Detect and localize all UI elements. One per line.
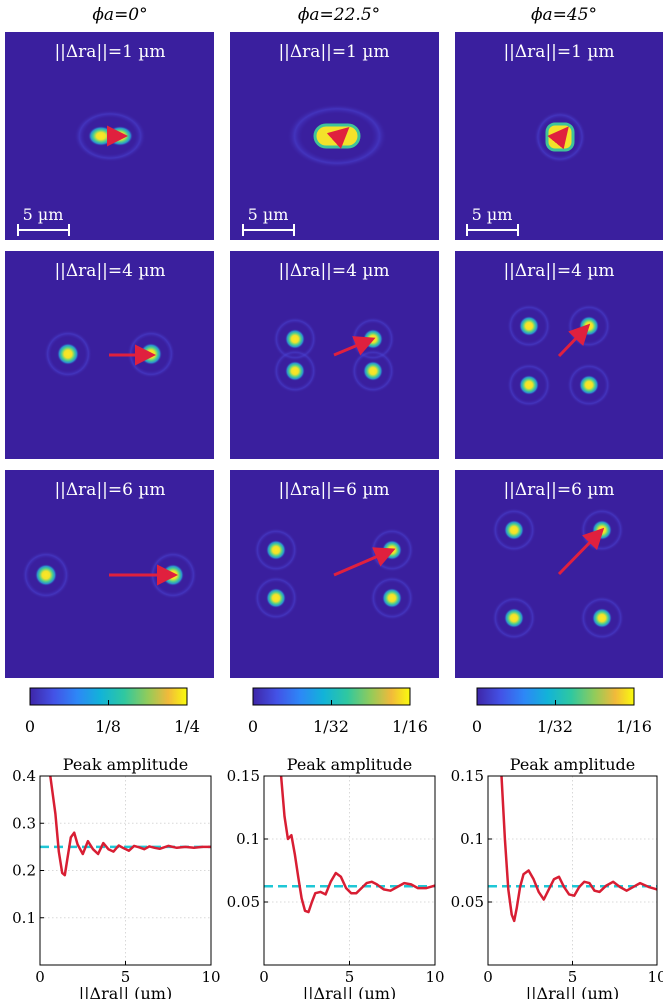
- spot: [363, 329, 383, 349]
- x-tick-label: 5: [345, 968, 355, 986]
- x-tick-label: 10: [647, 968, 663, 986]
- y-tick-label: 0.15: [451, 767, 484, 785]
- x-tick-label: 10: [201, 968, 220, 986]
- chart-title: Peak amplitude: [510, 755, 635, 774]
- panel-label: ||Δra||=1 µm: [278, 42, 389, 62]
- spot: [382, 540, 402, 560]
- panel-phi0-dr6: ||Δra||=6 µm: [5, 470, 214, 678]
- spot: [519, 316, 539, 336]
- spot: [504, 520, 524, 540]
- panel-phi22-dr6: ||Δra||=6 µm: [230, 470, 439, 678]
- scale-bar: 5 µm: [17, 205, 70, 236]
- x-axis-label: ||Δra|| (µm): [303, 984, 396, 999]
- chart-title: Peak amplitude: [287, 755, 412, 774]
- x-tick-label: 5: [568, 968, 578, 986]
- panel-label: ||Δra||=6 µm: [54, 480, 165, 500]
- colorbar-tick: 0: [472, 717, 482, 736]
- peak-amplitude-chart-2: 0 5 10 0.05 0.1 0.15 Peak amplitude ||Δra|| (µm…: [227, 755, 445, 999]
- panel-label: ||Δra||=6 µm: [278, 480, 389, 500]
- displacement-arrow: [547, 126, 569, 150]
- displacement-arrow: [333, 547, 396, 577]
- displacement-arrow: [333, 336, 376, 357]
- x-axis-label: ||Δra|| (µm): [526, 984, 619, 999]
- colorbar-2: 0 1/32 1/16: [248, 687, 428, 736]
- colorbar-3: 0 1/32 1/16: [472, 687, 652, 736]
- colorbar-1: 0 1/8 1/4: [25, 687, 200, 736]
- colorbar-tick: 1/16: [616, 717, 652, 736]
- displacement-arrow: [326, 126, 350, 149]
- y-tick-label: 0.4: [12, 767, 36, 785]
- x-axis-label: ||Δra|| (µm): [79, 984, 172, 999]
- peak-amplitude-chart-3: 0 5 10 0.05 0.1 0.15 Peak amplitude ||Δra|| (µm…: [451, 755, 663, 999]
- colorbar-tick: 0: [248, 717, 258, 736]
- column-header-phi45: ϕa=45°: [531, 5, 597, 25]
- scale-bar: 5 µm: [242, 205, 295, 236]
- series-line: [49, 775, 211, 877]
- y-tick-label: 0.1: [236, 830, 260, 848]
- panel-label: ||Δra||=1 µm: [503, 42, 614, 62]
- panel-label: ||Δra||=4 µm: [503, 261, 614, 281]
- spot: [266, 588, 286, 608]
- panel-phi0-dr1: ||Δra||=1 µm 5 µm: [5, 32, 214, 240]
- panel-label: ||Δra||=4 µm: [54, 261, 165, 281]
- x-tick-label: 5: [121, 968, 131, 986]
- spot: [57, 343, 79, 365]
- panel-label: ||Δra||=1 µm: [54, 42, 165, 62]
- spot: [363, 361, 383, 381]
- spot: [504, 608, 524, 628]
- y-tick-label: 0.2: [12, 862, 36, 880]
- scale-bar-label: 5 µm: [472, 205, 513, 224]
- colorbar-tick: 1/8: [95, 717, 121, 736]
- column-header-phi0: ϕa=0°: [92, 5, 147, 25]
- x-tick-label: 0: [259, 968, 269, 986]
- spot: [579, 375, 599, 395]
- panel-phi45-dr1: ||Δra||=1 µm 5 µm: [455, 32, 663, 240]
- panel-phi45-dr6: ||Δra||=6 µm: [455, 470, 663, 678]
- y-tick-label: 0.3: [12, 814, 36, 832]
- column-header-phi22: ϕa=22.5°: [298, 5, 380, 25]
- x-tick-label: 0: [35, 968, 45, 986]
- colorbar-tick: 1/32: [537, 717, 573, 736]
- panel-label: ||Δra||=6 µm: [503, 480, 614, 500]
- panel-phi45-dr4: ||Δra||=4 µm: [455, 251, 663, 459]
- chart-title: Peak amplitude: [63, 755, 188, 774]
- spot: [313, 123, 361, 149]
- spot: [285, 329, 305, 349]
- panel-phi0-dr4: ||Δra||=4 µm: [5, 251, 214, 459]
- spot: [285, 361, 305, 381]
- displacement-arrow: [557, 323, 591, 358]
- spot: [266, 540, 286, 560]
- spot: [592, 608, 612, 628]
- scale-bar-label: 5 µm: [23, 205, 64, 224]
- displacement-arrow: [557, 527, 605, 576]
- series-line: [500, 775, 658, 923]
- panel-label: ||Δra||=4 µm: [278, 261, 389, 281]
- spot: [519, 375, 539, 395]
- colorbar-tick: 1/32: [313, 717, 349, 736]
- peak-amplitude-chart-1: 0 5 10 0.1 0.2 0.3 0.4 Peak amplitude ||Δra|| (µ…: [12, 755, 220, 999]
- scale-bar: 5 µm: [466, 205, 519, 236]
- y-tick-label: 0.15: [227, 767, 260, 785]
- x-tick-label: 0: [483, 968, 493, 986]
- spot: [382, 588, 402, 608]
- scale-bar-label: 5 µm: [248, 205, 289, 224]
- y-tick-label: 0.1: [12, 909, 36, 927]
- y-tick-label: 0.1: [460, 830, 484, 848]
- panel-phi22-dr4: ||Δra||=4 µm: [230, 251, 439, 459]
- y-tick-label: 0.05: [227, 893, 260, 911]
- series-line: [279, 775, 436, 914]
- panel-phi22-dr1: ||Δra||=1 µm 5 µm: [230, 32, 439, 240]
- colorbar-tick: 0: [25, 717, 35, 736]
- colorbar-tick: 1/4: [174, 717, 200, 736]
- x-tick-label: 10: [425, 968, 444, 986]
- y-tick-label: 0.05: [451, 893, 484, 911]
- colorbar-tick: 1/16: [392, 717, 428, 736]
- spot: [35, 564, 57, 586]
